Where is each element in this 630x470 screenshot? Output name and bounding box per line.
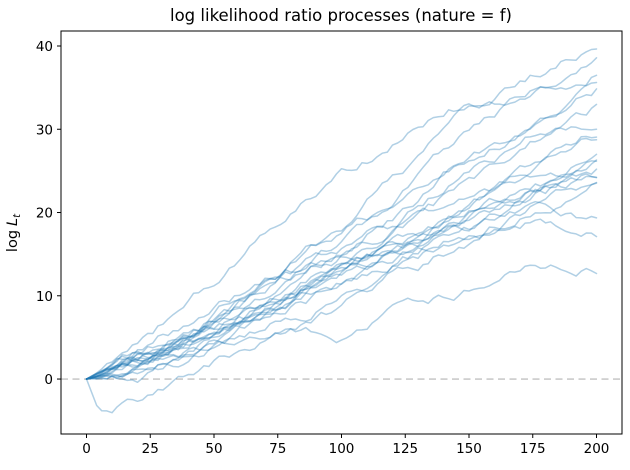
axis-ticks	[57, 45, 597, 438]
x-tick-label: 75	[269, 441, 286, 457]
series-line	[85, 200, 598, 380]
series-line	[85, 153, 598, 380]
x-tick-label: 100	[329, 441, 355, 457]
y-tick-label: 30	[36, 122, 53, 138]
series-line	[85, 135, 598, 384]
series-line	[85, 182, 598, 380]
y-tick-label: 0	[44, 372, 53, 388]
series-line	[85, 48, 598, 380]
chart-title: log likelihood ratio processes (nature =…	[170, 6, 512, 25]
series-line	[85, 81, 598, 380]
series-line	[85, 137, 598, 380]
series-line	[85, 159, 598, 380]
x-tick-label: 200	[584, 441, 610, 457]
series-line	[85, 181, 598, 380]
series-line	[85, 57, 598, 380]
y-tick-label: 10	[36, 289, 53, 305]
series-line	[85, 88, 598, 380]
y-axis-label-log: log	[5, 230, 21, 252]
x-tick-label: 125	[392, 441, 418, 457]
series-line	[85, 264, 598, 414]
series-line	[85, 103, 598, 380]
series-line	[85, 160, 598, 380]
y-axis-label-sub: t	[12, 213, 23, 218]
series-line	[85, 173, 598, 380]
x-tick-label: 25	[142, 441, 159, 457]
y-tick-label: 40	[36, 39, 53, 55]
x-tick-label: 150	[456, 441, 482, 457]
x-tick-label: 50	[205, 441, 222, 457]
x-tick-label: 175	[520, 441, 546, 457]
series-line	[85, 168, 598, 380]
series-line	[85, 218, 598, 380]
y-axis-label-var: L	[5, 218, 21, 226]
y-tick-label: 20	[36, 206, 53, 222]
y-axis-label: log Lt	[5, 213, 23, 252]
series-lines	[85, 48, 598, 414]
axis-tick-labels: 0 25 50 75 100 125 150 175 200 0 10 20 30 40	[36, 39, 610, 457]
x-tick-label: 0	[82, 441, 91, 457]
series-line	[85, 175, 598, 380]
series-line	[85, 74, 598, 380]
series-line	[85, 126, 598, 380]
